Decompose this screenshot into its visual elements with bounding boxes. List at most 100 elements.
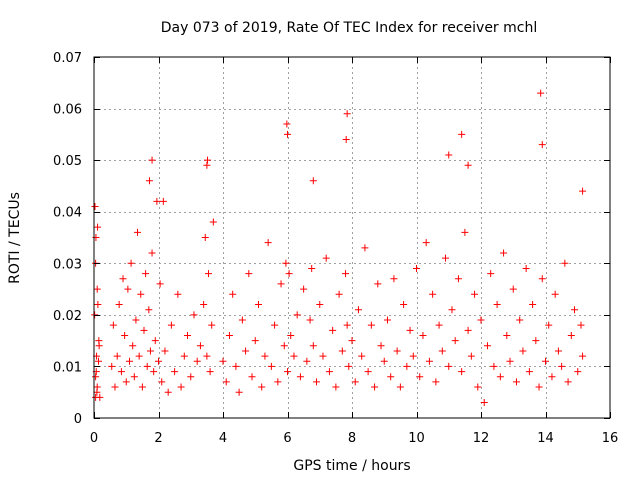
- data-point: [503, 331, 511, 339]
- data-point: [171, 368, 179, 376]
- data-point: [390, 275, 398, 283]
- data-point: [158, 378, 166, 386]
- data-point: [92, 373, 100, 381]
- data-point: [201, 234, 209, 241]
- x-tick-label: 8: [348, 431, 356, 446]
- data-point: [558, 362, 566, 370]
- data-point: [467, 352, 475, 360]
- data-point: [238, 316, 246, 324]
- y-tick-label: 0.04: [53, 206, 82, 221]
- data-point: [480, 399, 488, 407]
- data-point: [377, 342, 385, 350]
- data-point: [174, 290, 182, 298]
- data-point: [525, 368, 533, 376]
- data-point: [200, 301, 208, 309]
- data-point: [509, 285, 517, 293]
- data-point: [319, 352, 327, 360]
- y-tick-label: 0.03: [53, 257, 82, 272]
- x-tick-label: 14: [537, 431, 554, 446]
- data-point: [435, 321, 443, 329]
- data-point: [516, 316, 524, 324]
- data-point: [483, 342, 491, 350]
- data-point: [177, 383, 185, 391]
- data-point: [264, 239, 272, 247]
- data-point: [448, 306, 456, 314]
- data-point: [403, 362, 411, 370]
- x-tick-label: 0: [90, 431, 98, 446]
- x-tick-label: 6: [283, 431, 291, 446]
- data-point: [138, 383, 146, 391]
- data-point: [180, 352, 188, 360]
- data-point: [142, 270, 150, 278]
- data-point: [261, 352, 269, 360]
- data-point: [567, 331, 575, 339]
- data-point: [335, 290, 343, 298]
- data-point: [145, 306, 153, 314]
- data-point: [351, 378, 359, 386]
- data-point: [132, 316, 140, 324]
- y-tick-label: 0: [74, 412, 82, 427]
- data-point: [316, 301, 324, 309]
- data-point: [529, 301, 537, 309]
- data-point: [416, 373, 424, 381]
- data-point: [285, 270, 293, 278]
- data-point: [343, 110, 351, 118]
- data-point: [109, 321, 117, 329]
- data-point: [229, 290, 237, 298]
- data-point: [383, 316, 391, 324]
- data-point: [148, 249, 156, 257]
- data-point: [442, 254, 450, 262]
- data-point: [387, 373, 395, 381]
- data-point: [367, 321, 375, 329]
- data-point: [184, 331, 192, 339]
- data-point: [451, 337, 459, 345]
- data-point: [400, 301, 408, 309]
- data-point: [409, 352, 417, 360]
- data-point: [209, 218, 217, 226]
- data-point: [267, 362, 275, 370]
- data-point: [134, 228, 142, 236]
- data-point: [284, 368, 291, 376]
- data-point: [143, 362, 151, 370]
- data-point: [137, 290, 145, 298]
- x-tick-label: 16: [602, 431, 619, 446]
- data-point: [146, 347, 154, 355]
- data-point: [130, 373, 138, 381]
- data-point: [519, 347, 527, 355]
- data-point: [445, 362, 453, 370]
- data-point: [538, 141, 546, 149]
- data-point: [274, 378, 282, 386]
- data-point: [458, 368, 466, 376]
- data-point: [306, 316, 314, 324]
- data-point: [92, 234, 100, 241]
- y-tick-label: 0.07: [53, 51, 82, 66]
- data-point: [121, 331, 129, 339]
- data-point: [91, 203, 99, 211]
- data-point: [522, 264, 530, 272]
- data-point: [309, 342, 317, 350]
- data-point: [374, 280, 382, 288]
- data-point: [159, 197, 167, 205]
- data-point: [313, 378, 321, 386]
- x-tick-label: 4: [219, 431, 227, 446]
- chart-title: Day 073 of 2019, Rate Of TEC Index for r…: [161, 20, 537, 36]
- x-tick-label: 10: [408, 431, 425, 446]
- data-point: [258, 383, 266, 391]
- y-axis-label: ROTI / TECUs: [7, 192, 23, 284]
- data-point: [464, 326, 472, 334]
- data-point: [477, 316, 485, 324]
- data-point: [117, 368, 125, 376]
- data-point: [574, 368, 582, 376]
- data-point: [545, 321, 553, 329]
- data-point: [287, 331, 295, 339]
- grid-lines: [94, 57, 610, 418]
- data-point: [271, 321, 279, 329]
- x-tick-label: 12: [473, 431, 490, 446]
- data-point: [548, 373, 556, 381]
- data-point: [153, 197, 161, 205]
- data-point: [235, 388, 243, 396]
- data-point: [111, 383, 119, 391]
- data-point: [564, 378, 572, 386]
- data-point: [135, 352, 143, 360]
